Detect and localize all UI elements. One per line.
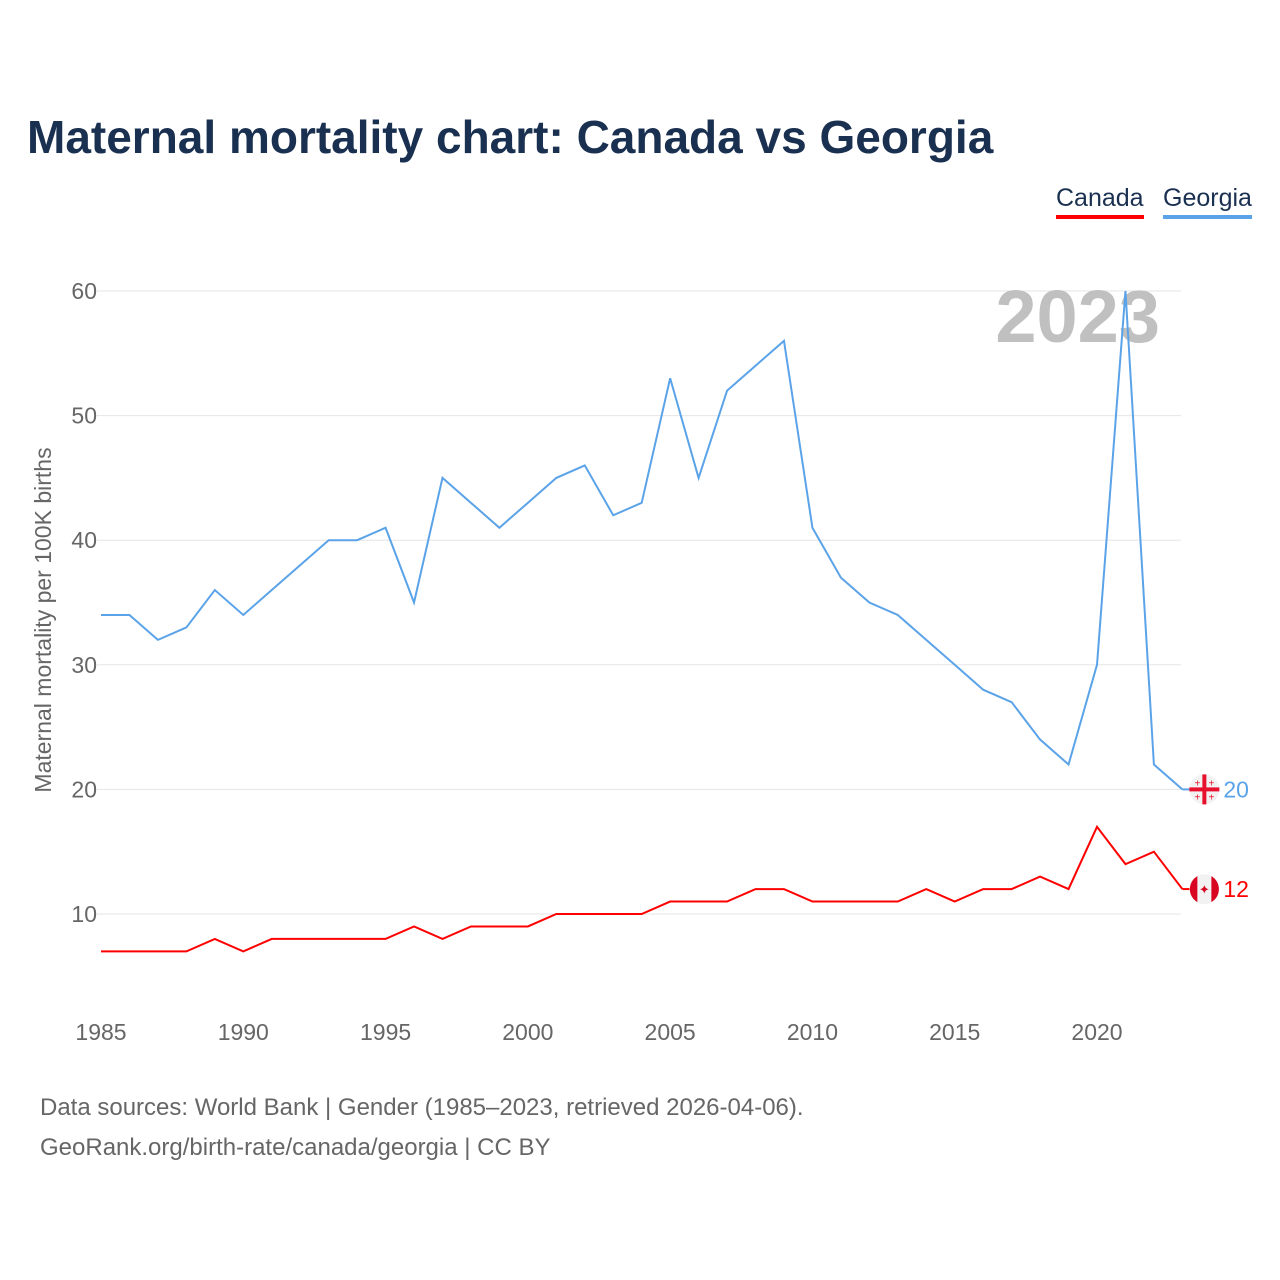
source-note: Data sources: World Bank | Gender (1985–… (40, 1088, 804, 1168)
y-tick-label: 50 (71, 403, 97, 429)
end-value-label: 12 (1223, 876, 1249, 902)
x-tick-label: 2005 (645, 1019, 696, 1045)
flag-small-cross: + (1208, 778, 1214, 789)
series-line-canada (101, 824, 1184, 953)
x-tick-label: 1985 (75, 1019, 126, 1045)
x-tick-label: 1990 (218, 1019, 269, 1045)
maple-leaf-icon: ✦ (1199, 882, 1210, 897)
end-value-label: 20 (1223, 776, 1249, 802)
y-tick-label: 40 (71, 527, 97, 553)
y-tick-label: 20 (71, 776, 97, 802)
source-line-1: Data sources: World Bank | Gender (1985–… (40, 1094, 804, 1121)
y-tick-label: 60 (71, 278, 97, 304)
x-tick-label: 2020 (1071, 1019, 1122, 1045)
flag-small-cross: + (1194, 778, 1200, 789)
flag-band (1189, 876, 1198, 903)
chart-title: Maternal mortality chart: Canada vs Geor… (27, 111, 994, 163)
x-tick-label: 2010 (787, 1019, 838, 1045)
y-axis-label: Maternal mortality per 100K births (30, 447, 56, 792)
flag-small-cross: + (1208, 792, 1214, 803)
flag-band (1211, 876, 1219, 903)
legend-canada[interactable]: Canada (1056, 184, 1144, 219)
x-tick-label: 2015 (929, 1019, 980, 1045)
x-tick-label: 2000 (502, 1019, 553, 1045)
series-line-georgia (101, 290, 1184, 791)
y-tick-label: 10 (71, 901, 97, 927)
legend-georgia[interactable]: Georgia (1163, 184, 1252, 219)
year-watermark: 2023 (995, 275, 1160, 358)
source-line-2[interactable]: GeoRank.org/birth-rate/canada/georgia | … (40, 1134, 551, 1161)
flag-cross (1202, 774, 1207, 805)
x-tick-label: 1995 (360, 1019, 411, 1045)
flag-small-cross: + (1194, 792, 1200, 803)
y-tick-label: 30 (71, 652, 97, 678)
